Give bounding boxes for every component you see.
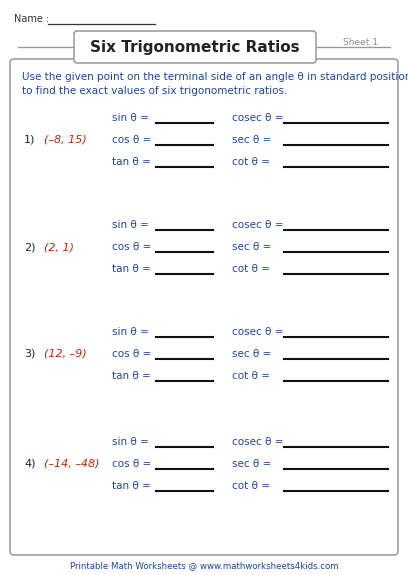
Text: Printable Math Worksheets @ www.mathworksheets4kids.com: Printable Math Worksheets @ www.mathwork… [70, 561, 338, 570]
Text: cosec θ =: cosec θ = [232, 113, 284, 123]
Text: cot θ =: cot θ = [232, 157, 270, 167]
Text: sin θ =: sin θ = [112, 437, 149, 447]
Text: Six Trigonometric Ratios: Six Trigonometric Ratios [90, 40, 300, 55]
Text: tan θ =: tan θ = [112, 157, 151, 167]
Text: sec θ =: sec θ = [232, 242, 271, 252]
Text: sin θ =: sin θ = [112, 327, 149, 337]
Text: (2, 1): (2, 1) [44, 242, 74, 252]
Text: cos θ =: cos θ = [112, 242, 151, 252]
Text: (–14, –48): (–14, –48) [44, 459, 100, 469]
FancyBboxPatch shape [10, 59, 398, 555]
Text: cos θ =: cos θ = [112, 349, 151, 359]
Text: Name :: Name : [14, 14, 49, 24]
Text: sin θ =: sin θ = [112, 113, 149, 123]
Text: sec θ =: sec θ = [232, 135, 271, 145]
Text: tan θ =: tan θ = [112, 264, 151, 274]
Text: cos θ =: cos θ = [112, 459, 151, 469]
Text: Use the given point on the terminal side of an angle θ in standard position
to f: Use the given point on the terminal side… [22, 72, 408, 97]
Text: cosec θ =: cosec θ = [232, 327, 284, 337]
Text: cosec θ =: cosec θ = [232, 437, 284, 447]
Text: (12, –9): (12, –9) [44, 349, 87, 359]
Text: sin θ =: sin θ = [112, 220, 149, 230]
Text: tan θ =: tan θ = [112, 371, 151, 381]
Text: cot θ =: cot θ = [232, 481, 270, 491]
Text: 4): 4) [24, 459, 35, 469]
Text: cos θ =: cos θ = [112, 135, 151, 145]
Text: cot θ =: cot θ = [232, 264, 270, 274]
Text: (–8, 15): (–8, 15) [44, 135, 87, 145]
Text: 1): 1) [24, 135, 35, 145]
Text: cot θ =: cot θ = [232, 371, 270, 381]
Text: sec θ =: sec θ = [232, 349, 271, 359]
Text: sec θ =: sec θ = [232, 459, 271, 469]
FancyBboxPatch shape [74, 31, 316, 63]
Text: 3): 3) [24, 349, 35, 359]
Text: tan θ =: tan θ = [112, 481, 151, 491]
Text: cosec θ =: cosec θ = [232, 220, 284, 230]
Text: Sheet 1: Sheet 1 [343, 38, 378, 47]
Text: 2): 2) [24, 242, 35, 252]
